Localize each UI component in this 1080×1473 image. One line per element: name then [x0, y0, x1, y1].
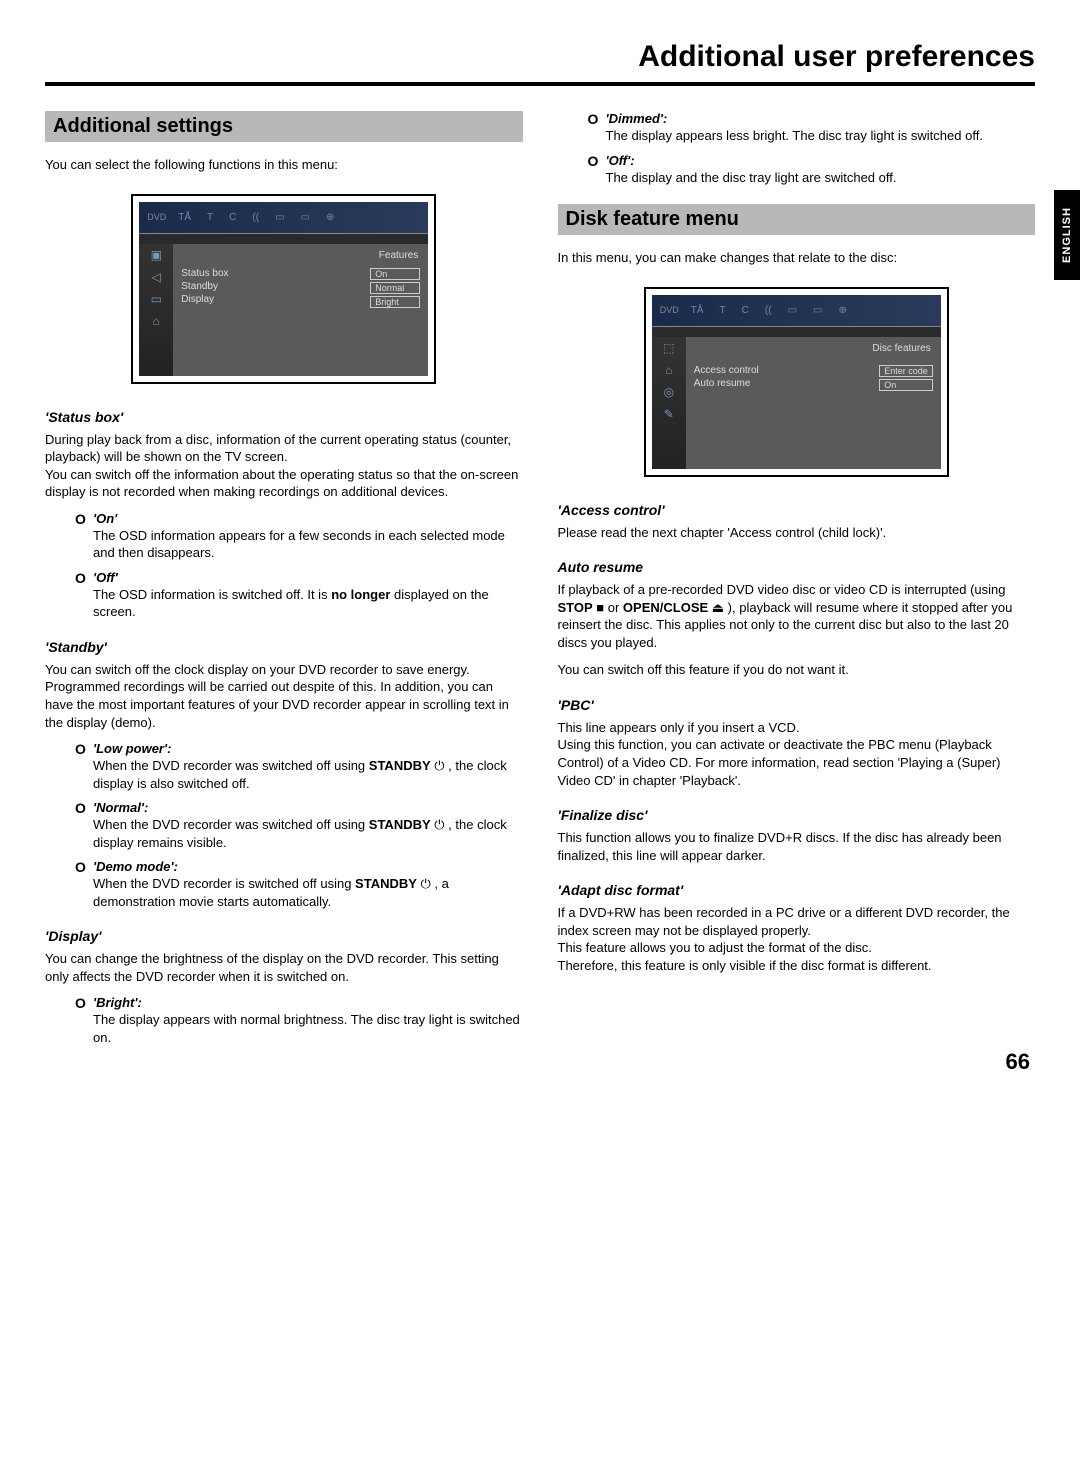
screenshot-top-icons: TÅ T C (( ▭ ▭ ⊕	[691, 305, 847, 316]
bullet-icon: O	[75, 741, 93, 792]
menu-title: Disc features	[872, 343, 930, 354]
bullet-icon: O	[588, 111, 606, 145]
screenshot-top-icons: TÅ T C (( ▭ ▭ ⊕	[178, 212, 334, 223]
page-number: 66	[1006, 1049, 1030, 1075]
option-bright: 'Bright':	[93, 995, 523, 1010]
option-on: 'On'	[93, 511, 523, 526]
bullet-icon: O	[75, 511, 93, 562]
adapt-text: If a DVD+RW has been recorded in a PC dr…	[558, 904, 1036, 974]
screenshot-logo: DVD	[147, 212, 166, 222]
bullet-icon: O	[75, 800, 93, 851]
pbc-text: This line appears only if you insert a V…	[558, 719, 1036, 789]
display-options-cont: O'Dimmed':The display appears less brigh…	[558, 111, 1036, 186]
left-column: Additional settings You can select the f…	[45, 111, 523, 1065]
bullet-icon: O	[75, 859, 93, 910]
intro-text: You can select the following functions i…	[45, 156, 523, 174]
finalize-heading: 'Finalize disc'	[558, 807, 1036, 823]
display-heading: 'Display'	[45, 928, 523, 944]
features-menu-screenshot: DVD TÅ T C (( ▭ ▭ ⊕ ▣ ◁	[131, 194, 436, 384]
section-heading-disk-feature: Disk feature menu	[558, 204, 1036, 235]
right-column: O'Dimmed':The display appears less brigh…	[558, 111, 1036, 1065]
auto-resume-heading: Auto resume	[558, 559, 1036, 575]
finalize-text: This function allows you to finalize DVD…	[558, 829, 1036, 864]
screenshot-logo: DVD	[660, 305, 679, 315]
display-options: O'Bright':The display appears with norma…	[45, 995, 523, 1046]
auto-resume-text2: You can switch off this feature if you d…	[558, 661, 1036, 679]
option-normal: 'Normal':	[93, 800, 523, 815]
status-box-text: During play back from a disc, informatio…	[45, 431, 523, 501]
option-dimmed: 'Dimmed':	[606, 111, 1036, 126]
option-display-off: 'Off':	[606, 153, 1036, 168]
language-tab: ENGLISH	[1054, 190, 1080, 280]
pbc-heading: 'PBC'	[558, 697, 1036, 713]
bullet-icon: O	[75, 995, 93, 1046]
auto-resume-text: If playback of a pre-recorded DVD video …	[558, 581, 1036, 651]
screenshot-side-icons: ⬚ ⌂ ◎ ✎	[652, 337, 686, 469]
screenshot-side-icons: ▣ ◁ ▭ ⌂	[139, 244, 173, 376]
display-text: You can change the brightness of the dis…	[45, 950, 523, 985]
option-low-power: 'Low power':	[93, 741, 523, 756]
access-control-heading: 'Access control'	[558, 502, 1036, 518]
adapt-heading: 'Adapt disc format'	[558, 882, 1036, 898]
option-demo-mode: 'Demo mode':	[93, 859, 523, 874]
disc-features-screenshot: DVD TÅ T C (( ▭ ▭ ⊕ ⬚ ⌂	[644, 287, 949, 477]
disk-intro: In this menu, you can make changes that …	[558, 249, 1036, 267]
bullet-icon: O	[588, 153, 606, 187]
access-control-text: Please read the next chapter 'Access con…	[558, 524, 1036, 542]
status-box-heading: 'Status box'	[45, 409, 523, 425]
standby-text: You can switch off the clock display on …	[45, 661, 523, 731]
menu-title: Features	[379, 250, 418, 261]
option-off: 'Off'	[93, 570, 523, 585]
content-columns: Additional settings You can select the f…	[45, 111, 1035, 1065]
section-heading-additional-settings: Additional settings	[45, 111, 523, 142]
page-title: Additional user preferences	[45, 40, 1035, 74]
option-off-desc: The OSD information is switched off. It …	[93, 586, 523, 621]
status-box-options: O'On'The OSD information appears for a f…	[45, 511, 523, 621]
divider	[45, 82, 1035, 86]
bullet-icon: O	[75, 570, 93, 621]
standby-heading: 'Standby'	[45, 639, 523, 655]
standby-options: O'Low power':When the DVD recorder was s…	[45, 741, 523, 910]
